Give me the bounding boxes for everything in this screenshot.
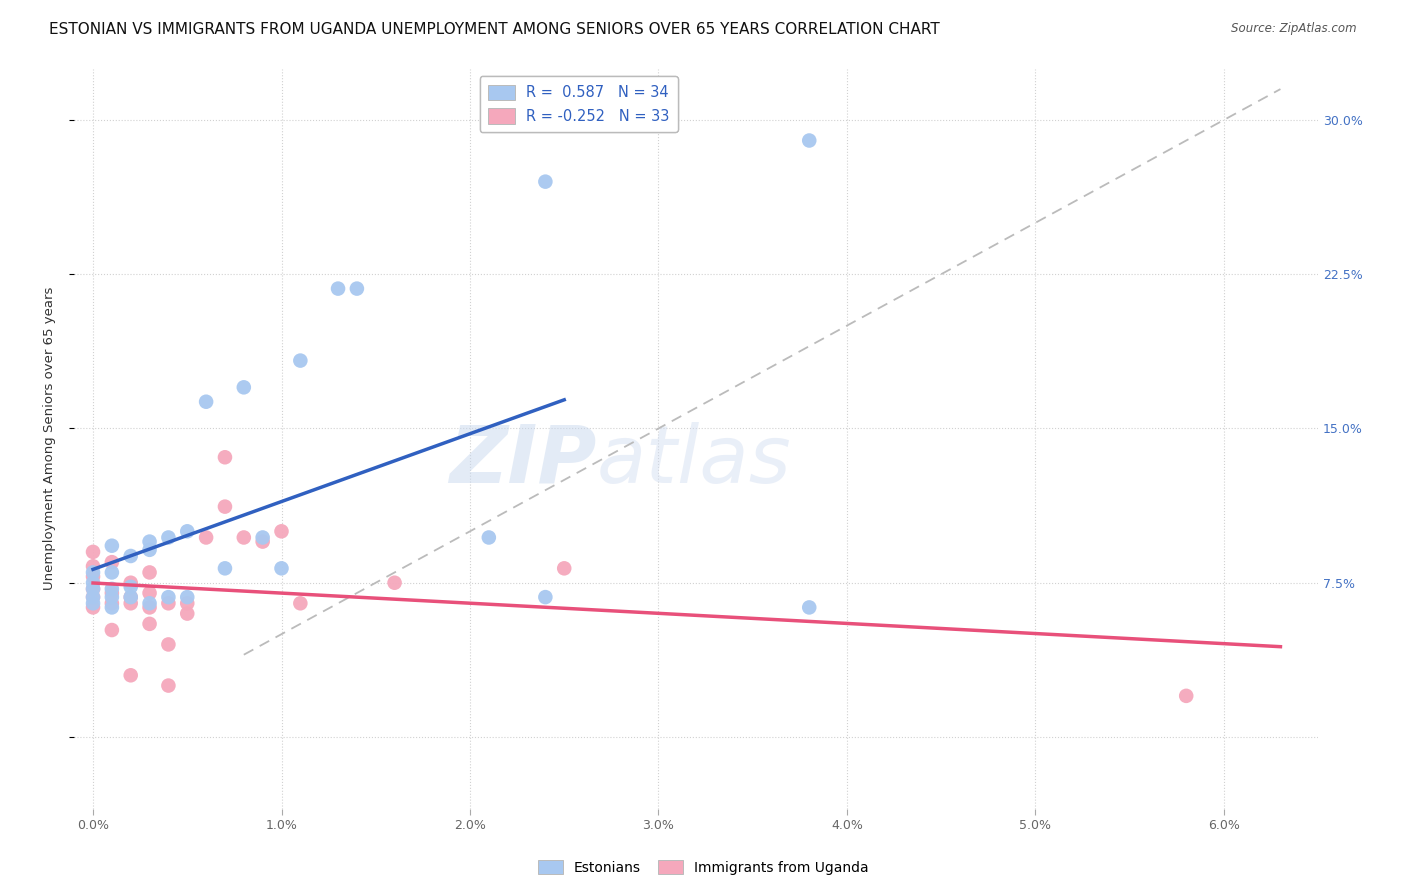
Point <box>157 531 180 545</box>
Point <box>232 380 254 394</box>
Point <box>101 539 124 553</box>
Point <box>82 569 104 583</box>
Point <box>138 596 160 610</box>
Text: atlas: atlas <box>596 422 792 500</box>
Point <box>176 607 198 621</box>
Point <box>157 679 180 693</box>
Point <box>101 590 124 604</box>
Point <box>176 524 198 539</box>
Point <box>82 545 104 559</box>
Point <box>101 596 124 610</box>
Point <box>252 534 274 549</box>
Point <box>138 600 160 615</box>
Point <box>82 582 104 596</box>
Point <box>101 586 124 600</box>
Point <box>478 531 501 545</box>
Point <box>138 566 160 580</box>
Point <box>214 561 236 575</box>
Point <box>195 394 218 409</box>
Point <box>534 590 557 604</box>
Point <box>120 580 142 594</box>
Point <box>384 575 406 590</box>
Point <box>120 590 142 604</box>
Point <box>101 623 124 637</box>
Point <box>82 559 104 574</box>
Point <box>138 586 160 600</box>
Point <box>290 353 312 368</box>
Point <box>176 590 198 604</box>
Text: ESTONIAN VS IMMIGRANTS FROM UGANDA UNEMPLOYMENT AMONG SENIORS OVER 65 YEARS CORR: ESTONIAN VS IMMIGRANTS FROM UGANDA UNEMP… <box>49 22 941 37</box>
Point <box>138 616 160 631</box>
Point <box>82 575 104 590</box>
Point <box>176 596 198 610</box>
Point <box>290 596 312 610</box>
Point <box>195 531 218 545</box>
Point <box>270 561 292 575</box>
Legend: Estonians, Immigrants from Uganda: Estonians, Immigrants from Uganda <box>533 855 873 880</box>
Point <box>82 590 104 604</box>
Point <box>326 282 349 296</box>
Legend: R =  0.587   N = 34, R = -0.252   N = 33: R = 0.587 N = 34, R = -0.252 N = 33 <box>479 76 678 132</box>
Point <box>157 590 180 604</box>
Point <box>553 561 575 575</box>
Point <box>214 500 236 514</box>
Point <box>232 531 254 545</box>
Point <box>101 566 124 580</box>
Point <box>799 134 821 148</box>
Point <box>101 582 124 596</box>
Point <box>82 582 104 596</box>
Point <box>120 668 142 682</box>
Point <box>138 534 160 549</box>
Point <box>82 596 104 610</box>
Point <box>120 596 142 610</box>
Y-axis label: Unemployment Among Seniors over 65 years: Unemployment Among Seniors over 65 years <box>44 287 56 591</box>
Point <box>138 542 160 557</box>
Point <box>82 600 104 615</box>
Point <box>101 555 124 569</box>
Point <box>120 549 142 563</box>
Text: Source: ZipAtlas.com: Source: ZipAtlas.com <box>1232 22 1357 36</box>
Text: ZIP: ZIP <box>450 422 596 500</box>
Point <box>1175 689 1198 703</box>
Point <box>120 575 142 590</box>
Point <box>534 175 557 189</box>
Point <box>346 282 368 296</box>
Point <box>120 590 142 604</box>
Point <box>252 531 274 545</box>
Point <box>799 600 821 615</box>
Point <box>101 600 124 615</box>
Point <box>214 450 236 465</box>
Point <box>82 566 104 580</box>
Point <box>82 590 104 604</box>
Point <box>157 596 180 610</box>
Point <box>270 524 292 539</box>
Point <box>157 637 180 651</box>
